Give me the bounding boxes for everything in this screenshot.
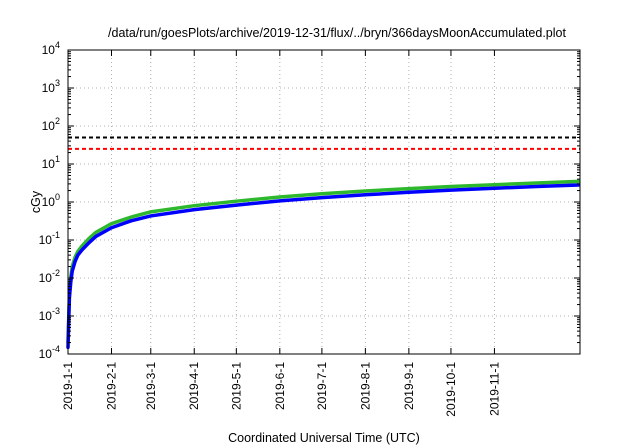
chart-title: /data/run/goesPlots/archive/2019-12-31/f… bbox=[108, 26, 566, 40]
y-tick-label: 10-4 bbox=[39, 344, 60, 361]
y-tick-label: 104 bbox=[42, 40, 60, 57]
x-tick-label: 2019-5-1 bbox=[229, 362, 243, 410]
reference-lines bbox=[68, 136, 580, 150]
x-tick-label: 2019-9-1 bbox=[402, 362, 416, 410]
y-tick-label: 10-1 bbox=[39, 230, 60, 247]
y-tick-label: 101 bbox=[42, 154, 60, 171]
axis-ticks bbox=[67, 49, 580, 355]
x-tick-label: 2019-3-1 bbox=[144, 362, 158, 410]
x-tick-label: 2019-1-1 bbox=[61, 362, 75, 410]
x-tick-label: 2019-10-1 bbox=[444, 362, 458, 417]
y-tick-label: 103 bbox=[42, 78, 60, 95]
x-axis-label: Coordinated Universal Time (UTC) bbox=[228, 431, 420, 445]
y-axis-label: cGy bbox=[29, 190, 43, 213]
x-tick-label: 2019-2-1 bbox=[104, 362, 118, 410]
series-line bbox=[66, 183, 581, 350]
y-tick-labels: 10-4 10-3 10-2 10-1 100 101 102 103 104 bbox=[39, 40, 60, 361]
x-tick-label: 2019-6-1 bbox=[273, 362, 287, 410]
y-tick-label: 100 bbox=[42, 192, 60, 209]
x-tick-label: 2019-4-1 bbox=[187, 362, 201, 410]
x-tick-label: 2019-11-1 bbox=[487, 362, 501, 416]
x-tick-label: 2019-7-1 bbox=[315, 362, 329, 410]
series-lines bbox=[66, 179, 581, 350]
y-tick-label: 10-3 bbox=[39, 306, 60, 323]
y-tick-label: 10-2 bbox=[39, 268, 60, 285]
x-tick-labels: 2019-1-1 2019-2-1 2019-3-1 2019-4-1 2019-5-1… bbox=[61, 362, 501, 417]
x-tick-label: 2019-8-1 bbox=[358, 362, 372, 410]
y-tick-label: 102 bbox=[42, 116, 60, 133]
